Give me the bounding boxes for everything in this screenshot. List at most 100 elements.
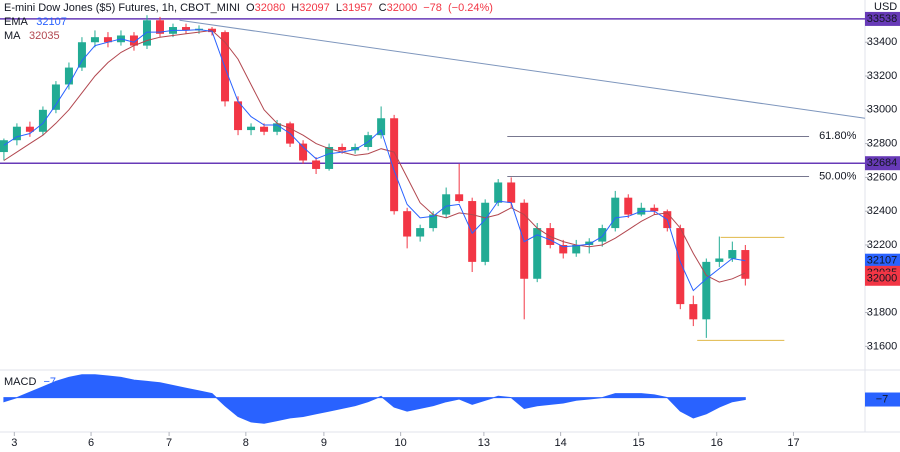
ma-value: 32035 bbox=[29, 30, 60, 42]
ohlc-value: 31957 bbox=[342, 2, 373, 14]
ohlc-value: 32080 bbox=[255, 2, 286, 14]
candle-body bbox=[64, 67, 73, 85]
candle-body bbox=[325, 146, 334, 169]
header: E-mini Dow Jones ($5) Futures, 1h, CBOT_… bbox=[4, 2, 493, 14]
candle-body bbox=[507, 182, 516, 203]
fib-label: 61.80% bbox=[819, 130, 857, 142]
change-pct: (−0.24%) bbox=[448, 2, 493, 14]
trendline bbox=[179, 19, 866, 119]
ohlc-value: 32000 bbox=[387, 2, 418, 14]
candle-body bbox=[533, 228, 542, 279]
candle-body bbox=[650, 207, 659, 212]
chart-title: E-mini Dow Jones ($5) Futures, 1h, CBOT_… bbox=[4, 2, 240, 14]
candle-body bbox=[247, 126, 256, 131]
candle-body bbox=[572, 244, 581, 254]
ohlc-label: O bbox=[246, 2, 255, 14]
candle-body bbox=[351, 146, 360, 151]
x-tick-label: 6 bbox=[88, 437, 94, 449]
y-tick-label: 33400 bbox=[867, 36, 898, 48]
x-tick-label: 13 bbox=[478, 437, 490, 449]
ohlc-label: C bbox=[379, 2, 387, 14]
ma-label: MA bbox=[4, 30, 21, 42]
y-tick-label: 32400 bbox=[867, 205, 898, 217]
macd-tag-bg bbox=[865, 392, 900, 407]
ema-legend: EMA 32107 bbox=[4, 16, 67, 28]
candle-body bbox=[103, 37, 112, 43]
y-tick-label: 33000 bbox=[867, 104, 898, 116]
candle-body bbox=[416, 228, 425, 237]
x-tick-label: 17 bbox=[787, 437, 799, 449]
level-tag: 32684 bbox=[867, 157, 898, 169]
macd-label: MACD bbox=[4, 376, 36, 388]
candle-body bbox=[481, 202, 490, 262]
macd-legend: MACD −7 bbox=[4, 376, 56, 388]
level-tag-bg bbox=[865, 156, 900, 171]
y-tick-label: 32200 bbox=[867, 239, 898, 251]
candle-body bbox=[12, 126, 21, 141]
candle-body bbox=[312, 160, 321, 169]
x-tick-label: 14 bbox=[554, 437, 566, 449]
candle-body bbox=[338, 146, 347, 151]
candle-body bbox=[90, 37, 99, 43]
candle-body bbox=[260, 126, 269, 132]
candle-body bbox=[689, 304, 698, 320]
candle-body bbox=[273, 123, 282, 132]
candle-body bbox=[455, 194, 464, 202]
y-tick-label: 31600 bbox=[867, 340, 898, 352]
level-tag-bg bbox=[865, 11, 900, 26]
candle-body bbox=[715, 258, 724, 262]
x-tick-label: 16 bbox=[711, 437, 723, 449]
currency: USD bbox=[874, 1, 897, 13]
candle-body bbox=[25, 126, 34, 132]
candle-body bbox=[38, 109, 47, 132]
x-tick-label: 9 bbox=[321, 437, 327, 449]
candle-body bbox=[51, 84, 60, 110]
candle-body bbox=[494, 182, 503, 203]
ema-tag-bg bbox=[865, 253, 900, 268]
close-tag-bg bbox=[865, 271, 900, 286]
macd-value: −7 bbox=[43, 376, 56, 388]
candle-body bbox=[611, 197, 620, 229]
ma-legend: MA 32035 bbox=[4, 30, 60, 42]
candle-body bbox=[442, 194, 451, 215]
y-tick-label: 31800 bbox=[867, 306, 898, 318]
candle-body bbox=[728, 250, 737, 259]
macd-tag: −7 bbox=[876, 393, 889, 405]
x-tick-label: 7 bbox=[166, 437, 172, 449]
change: −78 bbox=[423, 2, 442, 14]
candle-body bbox=[0, 140, 8, 153]
candle-body bbox=[299, 143, 308, 161]
candle-body bbox=[155, 20, 164, 34]
ema-tag: 32107 bbox=[867, 255, 898, 267]
candle-body bbox=[585, 241, 594, 245]
ema-label: EMA bbox=[4, 16, 29, 28]
x-tick-label: 10 bbox=[395, 437, 407, 449]
candle-body bbox=[234, 101, 243, 131]
candle-body bbox=[598, 228, 607, 242]
candle-body bbox=[429, 214, 438, 229]
candle-body bbox=[182, 27, 191, 31]
candle-body bbox=[390, 118, 399, 212]
macd-area bbox=[3, 374, 746, 424]
x-tick-label: 8 bbox=[243, 437, 249, 449]
ohlc-label: L bbox=[336, 2, 342, 14]
candle-body bbox=[403, 211, 412, 237]
candle-body bbox=[468, 201, 477, 262]
candle-body bbox=[676, 228, 685, 305]
candle-body bbox=[559, 244, 568, 254]
candle-body bbox=[77, 42, 86, 68]
ma-line bbox=[3, 29, 746, 283]
x-tick-label: 3 bbox=[11, 437, 17, 449]
ema-value: 32107 bbox=[36, 16, 67, 28]
candle-body bbox=[364, 135, 373, 147]
plot: 3160031800322003240032600328003300033200… bbox=[0, 11, 900, 449]
close-tag: 32000 bbox=[867, 273, 898, 285]
candle-body bbox=[624, 197, 633, 215]
candle-body bbox=[741, 250, 750, 279]
candle-body bbox=[377, 118, 386, 136]
candle-body bbox=[702, 261, 711, 320]
ohlc-value: 32097 bbox=[299, 2, 330, 14]
candle-body bbox=[129, 35, 138, 46]
fib-label: 50.00% bbox=[819, 170, 857, 182]
